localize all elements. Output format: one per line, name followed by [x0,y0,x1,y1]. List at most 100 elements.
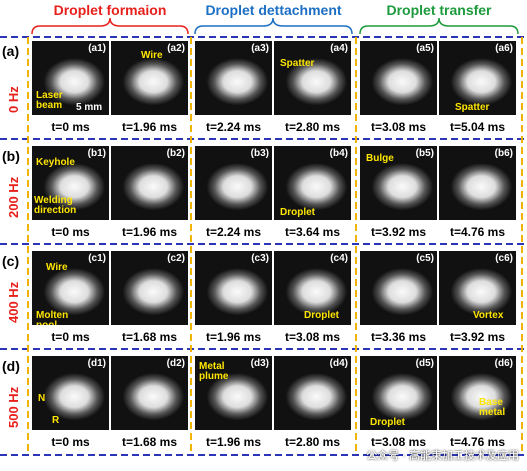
time-label: t=3.92 ms [370,225,427,239]
time-label: t=2.24 ms [205,120,262,134]
photo-panel: (b4) Droplet [274,146,351,220]
panel-id: (b3) [250,148,269,159]
panel-id: (a1) [88,43,106,54]
photo-panel: (d3) Metal plume [195,356,272,430]
time-label: t=3.92 ms [449,330,506,344]
row-label: (b) [2,148,20,164]
annotation: 5 mm [76,102,103,113]
panel-id: (a4) [330,43,348,54]
row-label: (a) [2,43,20,59]
photo-panel: (b6) [439,146,516,220]
time-label: t=2.24 ms [205,225,262,239]
photo-panel: (a5) [360,41,437,115]
time-label: t=0 ms [51,435,90,449]
panel-id: (c6) [495,253,513,264]
photo-panel: (b1) Keyhole Welding direction [32,146,109,220]
panel-id: (a5) [416,43,434,54]
time-label: t=1.68 ms [121,330,178,344]
time-label: t=3.08 ms [370,435,427,449]
time-label: t=1.96 ms [205,330,262,344]
annotation: N [38,393,46,404]
time-label: t=4.76 ms [449,225,506,239]
annotation: Metal plume [199,361,229,382]
annotation: Bulge [366,153,394,164]
annotation: Vortex [473,310,504,321]
photo-panel: (b5) Bulge [360,146,437,220]
photo-panel: (a2) Wire [111,41,188,115]
photo-panel: (d2) [111,356,188,430]
annotation: R [52,415,60,426]
photo-panel: (b2) [111,146,188,220]
photo-panel: (d1) N R [32,356,109,430]
photo-panel: (a1) Laser beam 5 mm [32,41,109,115]
annotation: Base metal [479,397,506,418]
photo-panel: (a3) [195,41,272,115]
panel-id: (a6) [495,43,513,54]
panel-id: (d6) [494,358,513,369]
photo-panel: (a6) Spatter [439,41,516,115]
panel-id: (c1) [88,253,106,264]
photo-panel: (c1) Wire Molten pool [32,251,109,325]
photo-panel: (c3) [195,251,272,325]
panel-id: (b1) [87,148,106,159]
time-label: t=2.80 ms [284,120,341,134]
photo-panel: (d5) Droplet [360,356,437,430]
time-label: t=0 ms [51,120,90,134]
annotation: Droplet [280,207,315,218]
time-label: t=3.64 ms [284,225,341,239]
row-label: (d) [2,358,20,374]
photo-panel: (a4) Spatter [274,41,351,115]
brace [194,17,353,35]
row-label: (c) [2,253,20,269]
panel-id: (d2) [166,358,185,369]
photo-panel: (d4) [274,356,351,430]
frequency-label: 200 Hz [6,176,21,218]
time-label: t=2.80 ms [284,435,341,449]
annotation: Spatter [280,58,315,69]
photo-panel: (c2) [111,251,188,325]
panel-id: (a2) [167,43,185,54]
photo-panel: (d6) Base metal [439,356,516,430]
panel-id: (c4) [330,253,348,264]
time-label: t=3.08 ms [284,330,341,344]
annotation: Wire [46,262,68,273]
panel-id: (b4) [329,148,348,159]
panel-id: (b6) [494,148,513,159]
annotation: Spatter [455,102,490,113]
group-title: Droplet formaion [53,2,167,18]
time-label: t=3.36 ms [370,330,427,344]
panel-id: (a3) [251,43,269,54]
photo-panel: (c6) Vortex [439,251,516,325]
panel-id: (c3) [251,253,269,264]
time-label: t=0 ms [51,330,90,344]
panel-id: (c2) [167,253,185,264]
time-label: t=5.04 ms [449,120,506,134]
group-title: Droplet transfer [386,2,492,18]
photo-panel: (b3) [195,146,272,220]
panel-id: (b5) [415,148,434,159]
photo-panel: (c5) [360,251,437,325]
frequency-label: 0 Hz [6,86,21,113]
panel-id: (d1) [87,358,106,369]
brace [359,17,519,35]
annotation: Droplet [304,310,339,321]
time-label: t=0 ms [51,225,90,239]
annotation: Wire [141,50,163,61]
annotation: Molten pool [36,310,69,326]
frequency-label: 400 Hz [6,281,21,323]
watermark: 公众号 · 高能束加工技术及应用 [366,450,519,462]
panel-id: (d5) [415,358,434,369]
panel-id: (d4) [329,358,348,369]
panel-id: (d3) [250,358,269,369]
photo-panel: (c4) Droplet [274,251,351,325]
time-label: t=1.68 ms [121,435,178,449]
time-label: t=1.96 ms [205,435,262,449]
time-label: t=3.08 ms [370,120,427,134]
time-label: t=4.76 ms [449,435,506,449]
panel-id: (b2) [166,148,185,159]
group-title: Droplet dettachment [205,2,342,18]
frequency-label: 500 Hz [6,386,21,428]
annotation: Keyhole [36,157,75,168]
